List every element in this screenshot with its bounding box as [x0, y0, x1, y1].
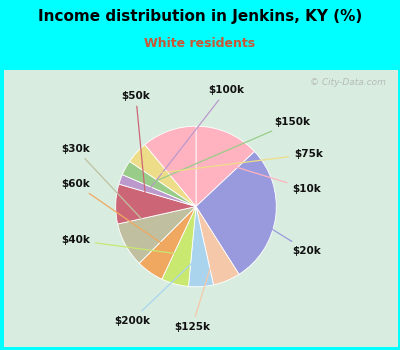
Text: $100k: $100k [151, 85, 244, 188]
Text: $30k: $30k [61, 144, 150, 229]
Wedge shape [188, 206, 214, 287]
Text: White residents: White residents [144, 37, 256, 50]
Wedge shape [139, 206, 196, 279]
Wedge shape [196, 206, 239, 285]
Wedge shape [196, 126, 254, 206]
Wedge shape [145, 126, 196, 206]
Text: $200k: $200k [114, 258, 197, 326]
Wedge shape [116, 184, 196, 224]
Text: $40k: $40k [61, 235, 180, 254]
Text: Income distribution in Jenkins, KY (%): Income distribution in Jenkins, KY (%) [38, 9, 362, 24]
Text: $50k: $50k [122, 91, 150, 202]
Text: $75k: $75k [162, 149, 323, 173]
Wedge shape [122, 161, 196, 206]
Text: $125k: $125k [174, 255, 214, 332]
Wedge shape [130, 145, 196, 206]
Wedge shape [196, 152, 276, 274]
Wedge shape [119, 175, 196, 206]
Text: $10k: $10k [218, 162, 321, 194]
Text: $20k: $20k [248, 214, 321, 256]
Wedge shape [162, 206, 196, 286]
Text: $60k: $60k [61, 179, 165, 246]
Wedge shape [118, 206, 196, 263]
Text: $150k: $150k [155, 117, 310, 181]
Text: © City-Data.com: © City-Data.com [310, 78, 386, 87]
